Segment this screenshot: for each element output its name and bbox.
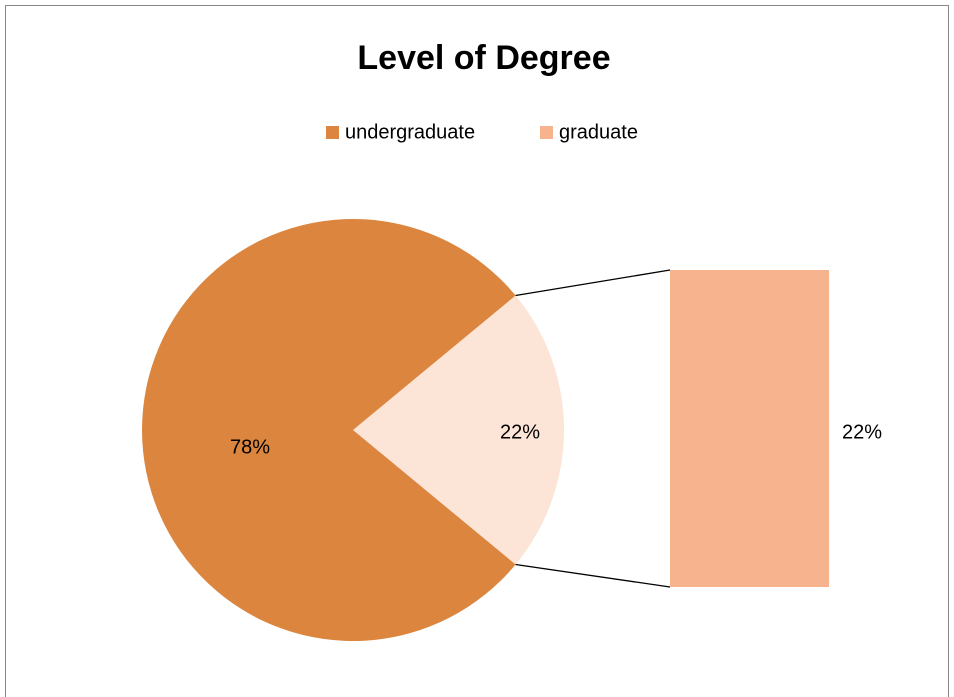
pie-slice [353,295,564,565]
legend-label: graduate [559,121,638,143]
data-label: 78% [230,436,270,458]
legend-swatch [540,126,553,139]
bar [670,270,829,587]
legend-label: undergraduate [345,121,475,143]
data-label: 22% [842,421,882,443]
data-label: 22% [500,421,540,443]
connector [515,563,671,588]
pie-slice [142,219,516,641]
legend-swatch [326,126,339,139]
connector [515,269,671,297]
chart-title: Level of Degree [357,39,610,77]
